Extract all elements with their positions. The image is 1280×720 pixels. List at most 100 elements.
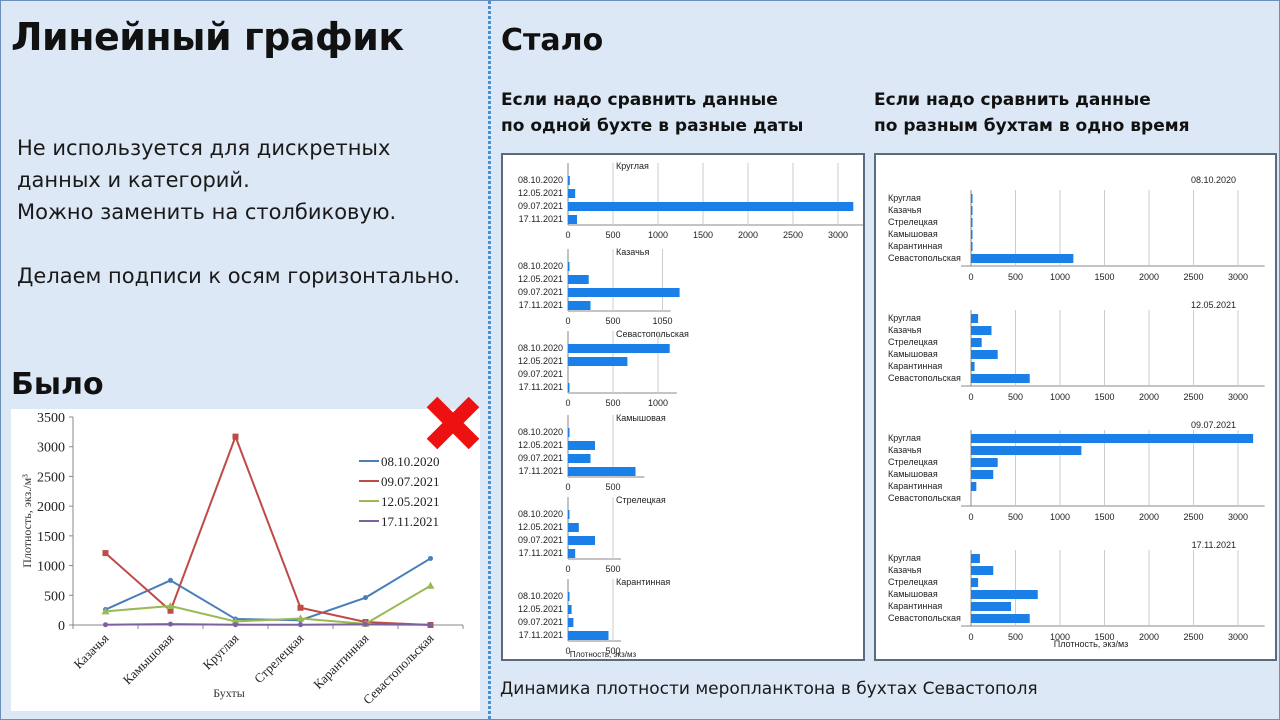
description-line: Не используется для дискретных <box>17 136 391 160</box>
x-tick-label: 0 <box>968 512 973 522</box>
became-heading: Стало <box>501 23 604 58</box>
bar <box>568 428 570 437</box>
category-label: 09.07.2021 <box>518 369 563 379</box>
bar <box>971 242 973 251</box>
bar <box>568 618 574 627</box>
x-tick-label: 0 <box>565 230 570 240</box>
legend-label: 17.11.2021 <box>381 514 439 529</box>
bar <box>568 536 595 545</box>
x-tick-label: 2500 <box>783 230 803 240</box>
category-label: Стрелецкая <box>888 217 938 227</box>
category-label: Карантинная <box>888 241 942 251</box>
x-tick-label: 3000 <box>1228 632 1248 642</box>
category-label: 08.10.2020 <box>518 427 563 437</box>
y-tick-label: 2000 <box>37 500 65 515</box>
x-tick-label: 1000 <box>1050 272 1070 282</box>
was-line-chart: 0 500 1000 1500 2000 2500 3000 3500 Плотность, э… <box>11 409 480 711</box>
subtitle-line: Если надо сравнить данные <box>874 90 1151 110</box>
x-tick-label: 500 <box>605 230 620 240</box>
bar <box>568 605 572 614</box>
bar <box>568 510 570 519</box>
panel-title: 09.07.2021 <box>1191 420 1236 430</box>
y-tick-label: 0 <box>58 619 65 634</box>
was-heading: Было <box>11 367 104 402</box>
category-label: Казачья <box>888 565 921 575</box>
x-tick-label: 500 <box>605 398 620 408</box>
x-tick-label: 1000 <box>648 398 668 408</box>
x-tick-label: 1000 <box>1050 512 1070 522</box>
x-tick-label: 1500 <box>1094 632 1114 642</box>
category-label: 09.07.2021 <box>518 535 563 545</box>
legend-label: 08.10.2020 <box>381 454 440 469</box>
x-axis-label: Плотность, экз/мз <box>570 650 637 659</box>
category-label: Камышовая <box>888 229 938 239</box>
by-date-bar-charts: 08.10.2020 0 500 1000 1500 2000 2500 3000 Кругла… <box>888 175 1265 649</box>
x-tick-label: Казачья <box>71 631 112 672</box>
x-tick-label: 1000 <box>1050 632 1070 642</box>
panel-title: Круглая <box>616 161 649 171</box>
x-tick-label: 1500 <box>1094 392 1114 402</box>
x-tick-label: 2000 <box>1139 632 1159 642</box>
y-tick-label: 2500 <box>37 470 65 485</box>
x-tick-label: 3000 <box>1228 392 1248 402</box>
x-tick-label: 2000 <box>1139 392 1159 402</box>
bar <box>568 176 570 185</box>
category-label: 09.07.2021 <box>518 287 563 297</box>
category-label: 17.11.2021 <box>519 466 563 476</box>
category-label: 09.07.2021 <box>518 201 563 211</box>
category-label: 12.05.2021 <box>518 188 563 198</box>
category-label: 17.11.2021 <box>519 382 563 392</box>
bar <box>971 602 1012 611</box>
category-label: 17.11.2021 <box>519 630 563 640</box>
line-series <box>105 557 432 622</box>
x-tick-label: 500 <box>605 482 620 492</box>
category-label: Стрелецкая <box>888 337 938 347</box>
category-label: 17.11.2021 <box>519 548 563 558</box>
category-label: Карантинная <box>888 481 942 491</box>
category-label: Севастопольская <box>888 613 961 623</box>
x-tick-label: 500 <box>605 316 620 326</box>
category-label: 09.07.2021 <box>518 617 563 627</box>
x-tick-label: 0 <box>968 392 973 402</box>
bar <box>971 194 973 203</box>
x-tick-label: 2500 <box>1183 512 1203 522</box>
by-bay-chart-panel: Круглая 0 500 1000 1500 2000 2500 3000 08.10.202… <box>501 153 865 661</box>
x-tick-label: 0 <box>968 272 973 282</box>
panel-title: Казачья <box>616 247 649 257</box>
x-tick-label: 2000 <box>1139 272 1159 282</box>
bar <box>971 362 975 371</box>
category-label: 08.10.2020 <box>518 509 563 519</box>
bar <box>971 590 1038 599</box>
x-tick-label: 500 <box>1008 512 1023 522</box>
subtitle-by-bay: Если надо сравнить данные по одной бухте… <box>501 87 803 139</box>
bar <box>568 189 576 198</box>
category-label: Круглая <box>888 553 921 563</box>
bar <box>971 554 980 563</box>
x-tick-label: 0 <box>565 316 570 326</box>
x-tick-label: 2500 <box>1183 632 1203 642</box>
category-label: 12.05.2021 <box>518 356 563 366</box>
category-label: 12.05.2021 <box>518 274 563 284</box>
category-label: Камышовая <box>888 469 938 479</box>
category-label: Круглая <box>888 193 921 203</box>
x-tick-label: 3000 <box>1228 512 1248 522</box>
x-tick-label: 2500 <box>1183 272 1203 282</box>
x-tick-label: Камышовая <box>120 631 177 688</box>
bar <box>568 467 636 476</box>
subtitle-line: по разным бухтам в одно время <box>874 116 1190 136</box>
y-tick-label: 3000 <box>37 441 65 456</box>
bar <box>568 549 576 558</box>
x-tick-label: 500 <box>605 646 620 656</box>
panel-title: 17.11.2021 <box>1192 540 1236 550</box>
bar <box>568 344 670 353</box>
x-tick-label: 2000 <box>738 230 758 240</box>
x-tick-label: 500 <box>605 564 620 574</box>
x-tick-label: Стрелецкая <box>251 631 307 687</box>
bar <box>568 523 579 532</box>
bar <box>971 326 992 335</box>
panel-title: Севастопольская <box>616 329 689 339</box>
x-tick-label: 1500 <box>1094 512 1114 522</box>
category-label: 08.10.2020 <box>518 261 563 271</box>
y-tick-label: 1500 <box>37 530 65 545</box>
y-tick-label: 500 <box>44 589 65 604</box>
